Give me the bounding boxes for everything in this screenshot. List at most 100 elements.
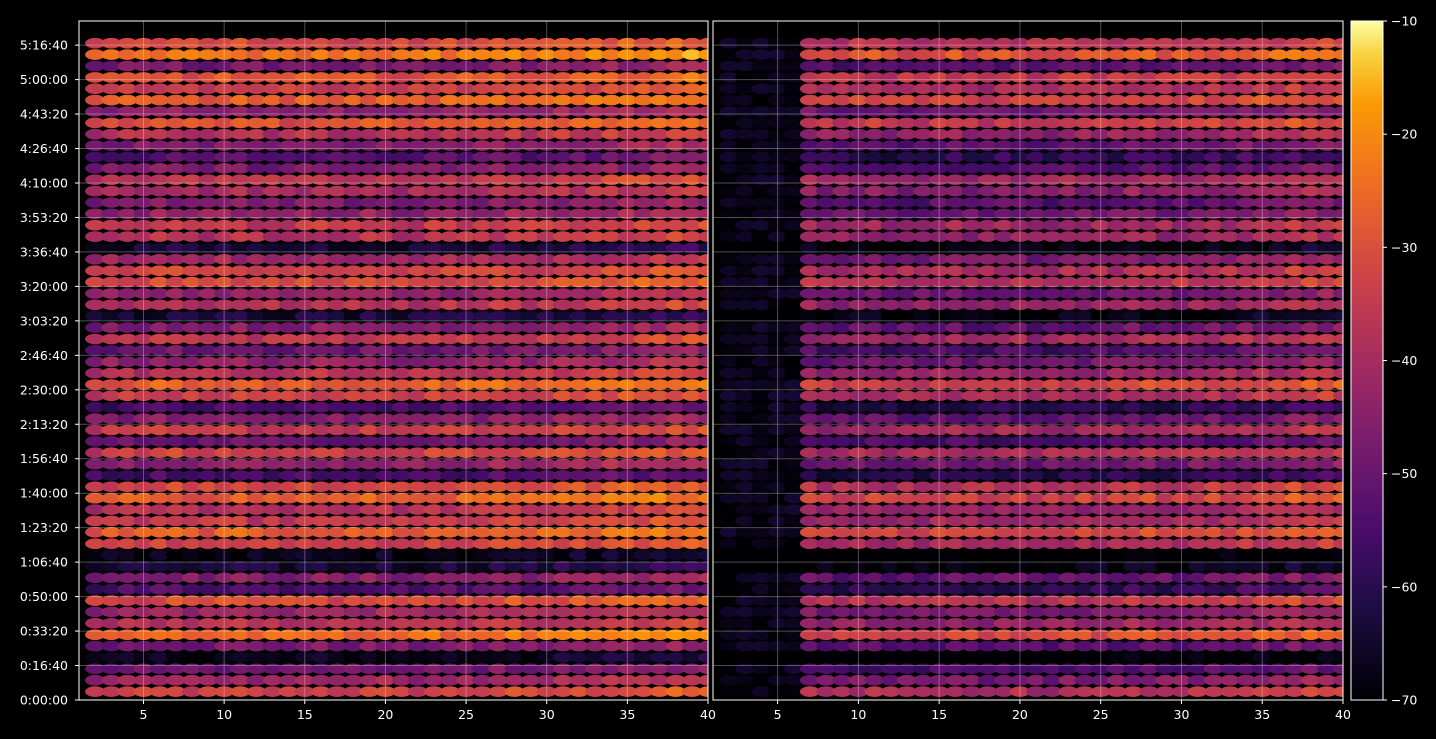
- heatmap-cell: [896, 333, 917, 345]
- heatmap-cell: [359, 197, 380, 208]
- heatmap-cell: [681, 436, 702, 447]
- heatmap-cell: [929, 504, 950, 515]
- heatmap-cell: [569, 390, 589, 402]
- heatmap-cell: [929, 401, 950, 413]
- heatmap-cell: [1300, 640, 1321, 652]
- heatmap-cell: [569, 549, 589, 561]
- heatmap-cell: [472, 253, 493, 265]
- heatmap-cell: [1219, 618, 1240, 629]
- heatmap-cell: [359, 504, 380, 515]
- heatmap-cell: [488, 322, 509, 333]
- heatmap-cell: [1219, 481, 1240, 493]
- heatmap-cell: [1171, 663, 1192, 675]
- heatmap-cell: [993, 674, 1014, 686]
- heatmap-cell: [488, 299, 509, 311]
- heatmap-cell: [181, 174, 202, 185]
- heatmap-cell: [880, 470, 901, 481]
- heatmap-cell: [1155, 424, 1176, 436]
- heatmap-cell: [310, 185, 331, 197]
- heatmap-cell: [1187, 310, 1208, 322]
- heatmap-cell: [520, 106, 541, 117]
- heatmap-cell: [1236, 527, 1257, 538]
- heatmap-cell: [536, 106, 557, 117]
- heatmap-cell: [665, 208, 686, 220]
- heatmap-cell: [1123, 618, 1143, 629]
- heatmap-cell: [698, 447, 708, 458]
- heatmap-cell: [977, 515, 998, 527]
- heatmap-cell: [1106, 549, 1127, 561]
- heatmap-cell: [230, 595, 251, 606]
- heatmap-cell: [977, 322, 998, 333]
- heatmap-cell: [569, 583, 589, 595]
- heatmap-cell: [1139, 424, 1160, 436]
- heatmap-cell: [929, 481, 950, 493]
- heatmap-cell: [536, 37, 557, 49]
- heatmap-cell: [633, 128, 654, 140]
- heatmap-cell: [913, 606, 933, 618]
- heatmap-cell: [1155, 390, 1176, 402]
- heatmap-cell: [896, 49, 917, 60]
- heatmap-cell: [214, 345, 235, 356]
- heatmap-cell: [816, 253, 837, 265]
- heatmap-cell: [848, 356, 869, 368]
- heatmap-cell: [375, 83, 396, 94]
- heatmap-cell: [601, 128, 622, 140]
- heatmap-cell: [945, 436, 966, 447]
- heatmap-cell: [391, 583, 412, 595]
- heatmap-cell: [343, 72, 364, 83]
- heatmap-cell: [665, 515, 686, 527]
- heatmap-cell: [246, 583, 267, 595]
- heatmap-cell: [536, 515, 557, 527]
- heatmap-cell: [649, 424, 670, 436]
- heatmap-cell: [214, 231, 235, 242]
- heatmap-cell: [1090, 538, 1111, 549]
- heatmap-cell: [569, 538, 589, 549]
- heatmap-cell: [294, 276, 315, 288]
- heatmap-cell: [552, 458, 573, 470]
- heatmap-cell: [681, 106, 702, 117]
- heatmap-cell: [246, 401, 267, 413]
- heatmap-cell: [343, 94, 364, 106]
- heatmap-cell: [488, 674, 509, 686]
- heatmap-cell: [665, 527, 686, 538]
- heatmap-cell: [536, 72, 557, 83]
- heatmap-cell: [359, 458, 380, 470]
- heatmap-cell: [1268, 219, 1289, 231]
- heatmap-cell: [423, 595, 444, 606]
- heatmap-cell: [698, 481, 708, 493]
- heatmap-cell: [552, 470, 573, 481]
- heatmap-cell: [977, 390, 998, 402]
- heatmap-cell: [1333, 197, 1343, 208]
- heatmap-cell: [439, 572, 460, 584]
- heatmap-cell: [198, 413, 218, 424]
- heatmap-cell: [929, 140, 950, 151]
- heatmap-cell: [472, 208, 493, 220]
- heatmap-cell: [375, 345, 396, 356]
- heatmap-cell: [85, 492, 106, 504]
- heatmap-cell: [1333, 106, 1343, 117]
- heatmap-cell: [913, 322, 933, 333]
- heatmap-cell: [735, 288, 756, 299]
- heatmap-cell: [1139, 492, 1160, 504]
- heatmap-cell: [864, 390, 885, 402]
- heatmap-cell: [117, 276, 138, 288]
- heatmap-cell: [1316, 640, 1337, 652]
- heatmap-cell: [520, 219, 541, 231]
- heatmap-cell: [407, 219, 428, 231]
- heatmap-cell: [1058, 561, 1079, 572]
- heatmap-cell: [649, 379, 670, 390]
- heatmap-cell: [1139, 379, 1160, 390]
- heatmap-cell: [149, 458, 170, 470]
- heatmap-cell: [799, 151, 820, 163]
- heatmap-cell: [536, 663, 557, 675]
- heatmap-cell: [945, 72, 966, 83]
- heatmap-cell: [767, 60, 788, 72]
- heatmap-cell: [767, 606, 788, 618]
- heatmap-cell: [1300, 436, 1321, 447]
- heatmap-cell: [230, 538, 251, 549]
- heatmap-cell: [117, 629, 138, 640]
- heatmap-cell: [977, 219, 998, 231]
- heatmap-cell: [1171, 561, 1192, 572]
- heatmap-cell: [343, 219, 364, 231]
- heatmap-cell: [783, 197, 804, 208]
